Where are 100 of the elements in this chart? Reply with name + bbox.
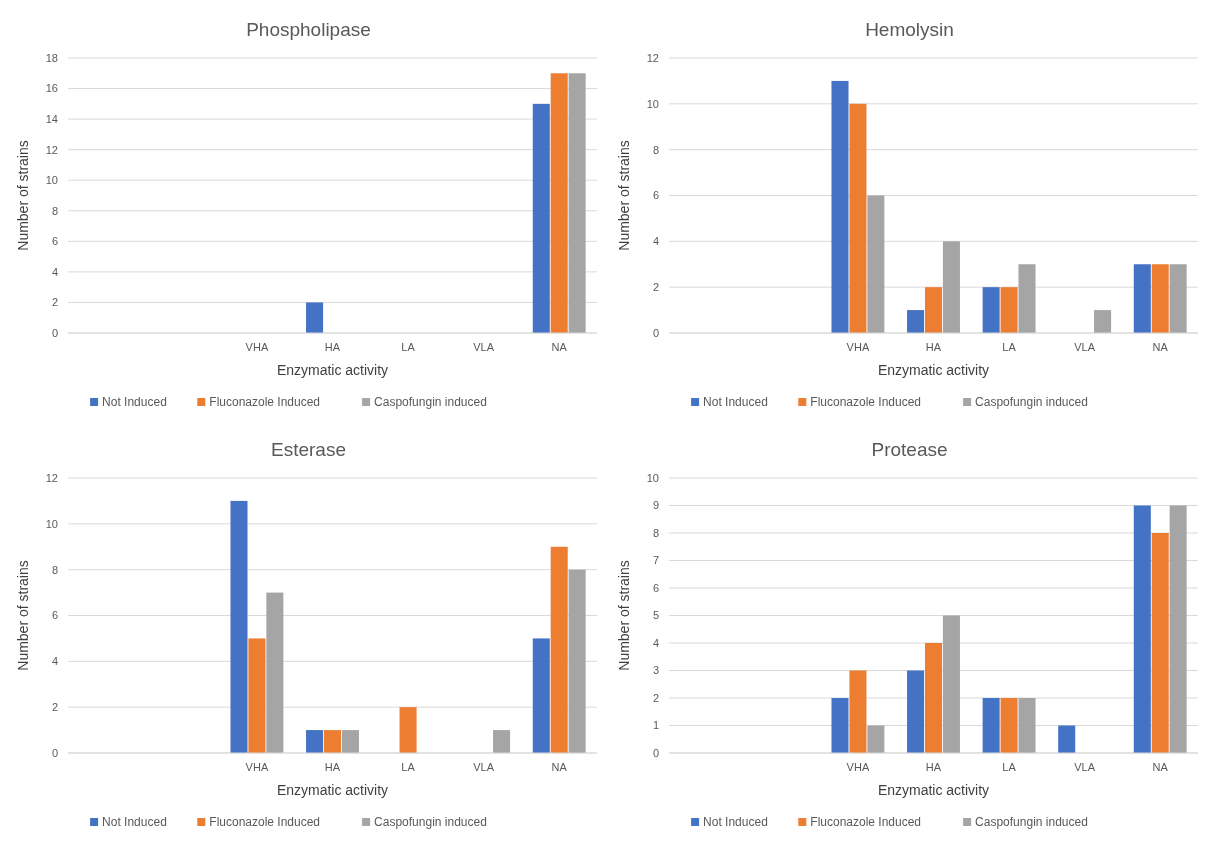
y-tick-label: 0 bbox=[51, 326, 58, 339]
x-tick-label: NA bbox=[551, 341, 568, 353]
y-tick-label: 12 bbox=[45, 471, 58, 484]
x-tick-label: VHA bbox=[245, 341, 269, 353]
legend-label: Fluconazole Induced bbox=[209, 395, 321, 409]
x-tick-label: LA bbox=[1002, 341, 1017, 353]
legend-label: Fluconazole Induced bbox=[810, 815, 922, 829]
bar bbox=[982, 287, 1000, 333]
x-tick-label: HA bbox=[324, 341, 341, 353]
y-axis-title: Number of strains bbox=[15, 560, 31, 671]
y-tick-label: 16 bbox=[45, 82, 58, 95]
x-tick-label: VLA bbox=[1074, 761, 1096, 773]
y-tick-label: 4 bbox=[652, 636, 659, 649]
bar bbox=[849, 670, 867, 753]
y-tick-label: 10 bbox=[45, 517, 58, 530]
bar bbox=[924, 287, 943, 333]
chart-title: Hemolysin bbox=[865, 19, 954, 40]
bar bbox=[248, 638, 266, 753]
bar bbox=[1018, 264, 1036, 333]
legend-label: Caspofungin induced bbox=[975, 815, 1088, 829]
bar bbox=[907, 310, 925, 333]
chart-title: Phospholipase bbox=[246, 19, 371, 40]
x-tick-label: LA bbox=[401, 341, 416, 353]
x-tick-label: NA bbox=[1152, 761, 1169, 773]
x-tick-label: VHA bbox=[846, 341, 870, 353]
y-tick-label: 8 bbox=[51, 204, 58, 217]
y-tick-label: 6 bbox=[652, 581, 659, 594]
legend-label: Caspofungin induced bbox=[374, 395, 487, 409]
chart-title: Protease bbox=[871, 439, 948, 460]
y-tick-label: 0 bbox=[51, 746, 58, 759]
bar bbox=[399, 707, 417, 753]
bar bbox=[1000, 287, 1018, 333]
y-tick-label: 0 bbox=[652, 326, 659, 339]
x-tick-label: LA bbox=[1002, 761, 1017, 773]
y-tick-label: 4 bbox=[51, 265, 58, 278]
y-tick-label: 5 bbox=[652, 609, 659, 622]
bar bbox=[1094, 310, 1112, 333]
bar bbox=[942, 615, 960, 753]
y-tick-label: 8 bbox=[652, 143, 659, 156]
bar bbox=[831, 698, 849, 753]
legend-label: Fluconazole Induced bbox=[810, 395, 922, 409]
x-axis-title: Enzymatic activity bbox=[877, 362, 990, 378]
bar bbox=[982, 698, 1000, 753]
bar bbox=[306, 730, 324, 753]
y-axis-title: Number of strains bbox=[15, 140, 31, 251]
x-axis-title: Enzymatic activity bbox=[276, 362, 389, 378]
bar bbox=[1169, 264, 1187, 333]
y-tick-label: 6 bbox=[51, 609, 58, 622]
legend-label: Caspofungin induced bbox=[975, 395, 1088, 409]
y-tick-label: 6 bbox=[652, 189, 659, 202]
bar bbox=[1151, 533, 1169, 753]
bar bbox=[306, 302, 324, 333]
bar bbox=[550, 73, 568, 333]
bar bbox=[1018, 698, 1036, 753]
bar bbox=[907, 670, 925, 753]
legend-label: Not Induced bbox=[102, 395, 167, 409]
y-tick-label: 6 bbox=[51, 235, 58, 248]
x-tick-label: HA bbox=[925, 341, 942, 353]
y-tick-label: 10 bbox=[646, 97, 659, 110]
y-tick-label: 3 bbox=[652, 664, 659, 677]
y-tick-label: 2 bbox=[51, 296, 58, 309]
x-axis-title: Enzymatic activity bbox=[276, 782, 389, 798]
bar bbox=[849, 103, 867, 333]
y-axis-title: Number of strains bbox=[616, 560, 632, 671]
chart-title: Esterase bbox=[271, 439, 346, 460]
y-tick-label: 8 bbox=[51, 563, 58, 576]
y-tick-label: 7 bbox=[652, 554, 659, 567]
bar bbox=[323, 730, 342, 753]
bar bbox=[867, 725, 885, 753]
bar bbox=[1000, 698, 1018, 753]
bar bbox=[493, 730, 511, 753]
x-tick-label: HA bbox=[324, 761, 341, 773]
x-tick-label: VLA bbox=[1074, 341, 1096, 353]
y-tick-label: 10 bbox=[646, 471, 659, 484]
x-tick-label: NA bbox=[551, 761, 568, 773]
y-tick-label: 8 bbox=[652, 526, 659, 539]
bar bbox=[230, 500, 248, 753]
bar bbox=[341, 730, 359, 753]
bar bbox=[532, 638, 550, 753]
y-tick-label: 4 bbox=[652, 235, 659, 248]
bar bbox=[266, 592, 284, 753]
x-tick-label: VHA bbox=[846, 761, 870, 773]
y-tick-label: 2 bbox=[652, 691, 659, 704]
y-tick-label: 10 bbox=[45, 174, 58, 187]
y-tick-label: 14 bbox=[45, 112, 58, 125]
y-tick-label: 12 bbox=[646, 51, 659, 64]
bar bbox=[867, 195, 885, 333]
legend-label: Caspofungin induced bbox=[374, 815, 487, 829]
legend-label: Not Induced bbox=[703, 815, 768, 829]
y-axis-title: Number of strains bbox=[616, 140, 632, 251]
bar bbox=[831, 80, 849, 333]
y-tick-label: 9 bbox=[652, 499, 659, 512]
x-tick-label: VLA bbox=[473, 761, 495, 773]
y-tick-label: 0 bbox=[652, 746, 659, 759]
y-tick-label: 2 bbox=[652, 281, 659, 294]
bar bbox=[568, 73, 586, 333]
y-tick-label: 2 bbox=[51, 701, 58, 714]
x-tick-label: VLA bbox=[473, 341, 495, 353]
legend-label: Not Induced bbox=[102, 815, 167, 829]
bar bbox=[1133, 264, 1151, 333]
